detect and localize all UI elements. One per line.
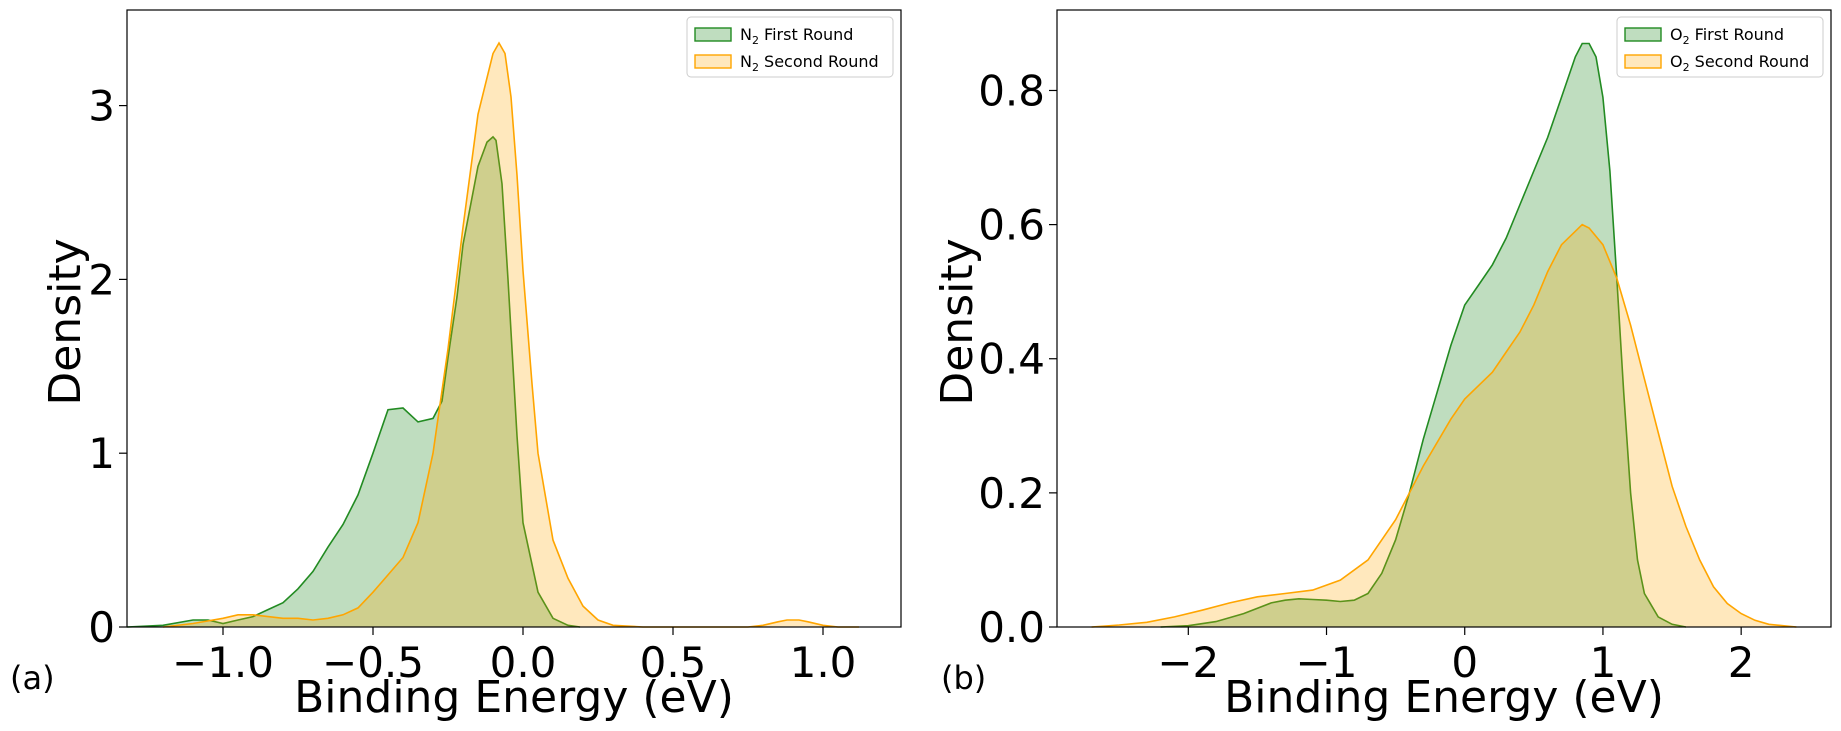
legend-label: N2 First Round	[740, 25, 853, 47]
series-area-b-1	[1091, 224, 1797, 627]
legend-frame-a	[686, 16, 894, 78]
x-axis-label-b: Binding Energy (eV)	[1224, 672, 1664, 723]
y-tick-label: 0.6	[978, 201, 1045, 250]
legend-a: N2 First Round N2 Second Round	[686, 16, 894, 78]
x-tick-label: 1.0	[790, 638, 857, 687]
series-line-a-0	[126, 135, 581, 628]
x-tick-label: −2	[1157, 638, 1219, 687]
plot-area-b	[1091, 42, 1797, 628]
legend-b: O2 First Round O2 Second Round	[1616, 16, 1824, 78]
plot-area-a	[126, 41, 859, 628]
legend-swatch	[694, 27, 732, 42]
x-tick-label: −0.5	[322, 638, 424, 687]
axes-frame-a	[126, 9, 902, 628]
y-tick-label: 1	[88, 429, 115, 478]
series-area-a-1	[163, 43, 859, 627]
panel-label-b: (b)	[941, 659, 986, 697]
series-line-b-0	[1160, 42, 1687, 628]
legend-frame-b	[1616, 16, 1824, 78]
legend-swatch	[694, 54, 732, 69]
panel-label-a: (a)	[10, 659, 55, 697]
y-tick-label: 0.0	[978, 603, 1045, 652]
y-tick-label: 0.2	[978, 469, 1045, 518]
x-tick-label: 0.5	[640, 638, 707, 687]
y-tick-label: 0	[88, 603, 115, 652]
legend-swatch	[1624, 27, 1662, 42]
panel-b: −2 −1 0 1 2 0.0 0.2 0.4 0.6 0.8 Binding Energy (…	[932, 9, 1832, 723]
y-tick-label: 0.4	[978, 335, 1045, 384]
series-area-b-0	[1160, 43, 1686, 627]
panel-a: −1.0 −0.5 0.0 0.5 1.0 0 1 2 3 Binding Energy (e…	[10, 9, 902, 723]
legend-label: N2 Second Round	[740, 52, 879, 74]
x-tick-label: 1	[1590, 638, 1617, 687]
legend-label: O2 First Round	[1670, 25, 1784, 47]
x-tick-label: −1	[1296, 638, 1358, 687]
y-axis-label-b: Density	[932, 238, 983, 405]
series-line-b-1	[1091, 223, 1797, 628]
legend-swatch	[1624, 54, 1662, 69]
x-tick-label: 0.0	[490, 638, 557, 687]
x-axis-label-a: Binding Energy (eV)	[294, 672, 734, 723]
x-tick-label: −1.0	[172, 638, 274, 687]
x-axis-ticks-b: −2 −1 0 1 2	[1157, 627, 1755, 687]
axes-frame-b	[1056, 9, 1832, 628]
y-tick-label: 3	[88, 82, 115, 131]
series-area-a-0	[127, 136, 580, 627]
y-axis-label-a: Density	[40, 238, 91, 405]
y-tick-label: 2	[88, 255, 115, 304]
x-axis-ticks-a: −1.0 −0.5 0.0 0.5 1.0	[172, 627, 856, 687]
y-axis-ticks-a: 0 1 2 3	[88, 82, 127, 652]
series-line-a-1	[162, 41, 859, 628]
y-tick-label: 0.8	[978, 66, 1045, 115]
x-tick-label: 2	[1728, 638, 1755, 687]
x-tick-label: 0	[1451, 638, 1478, 687]
y-axis-ticks-b: 0.0 0.2 0.4 0.6 0.8	[978, 66, 1057, 652]
legend-label: O2 Second Round	[1670, 52, 1809, 74]
